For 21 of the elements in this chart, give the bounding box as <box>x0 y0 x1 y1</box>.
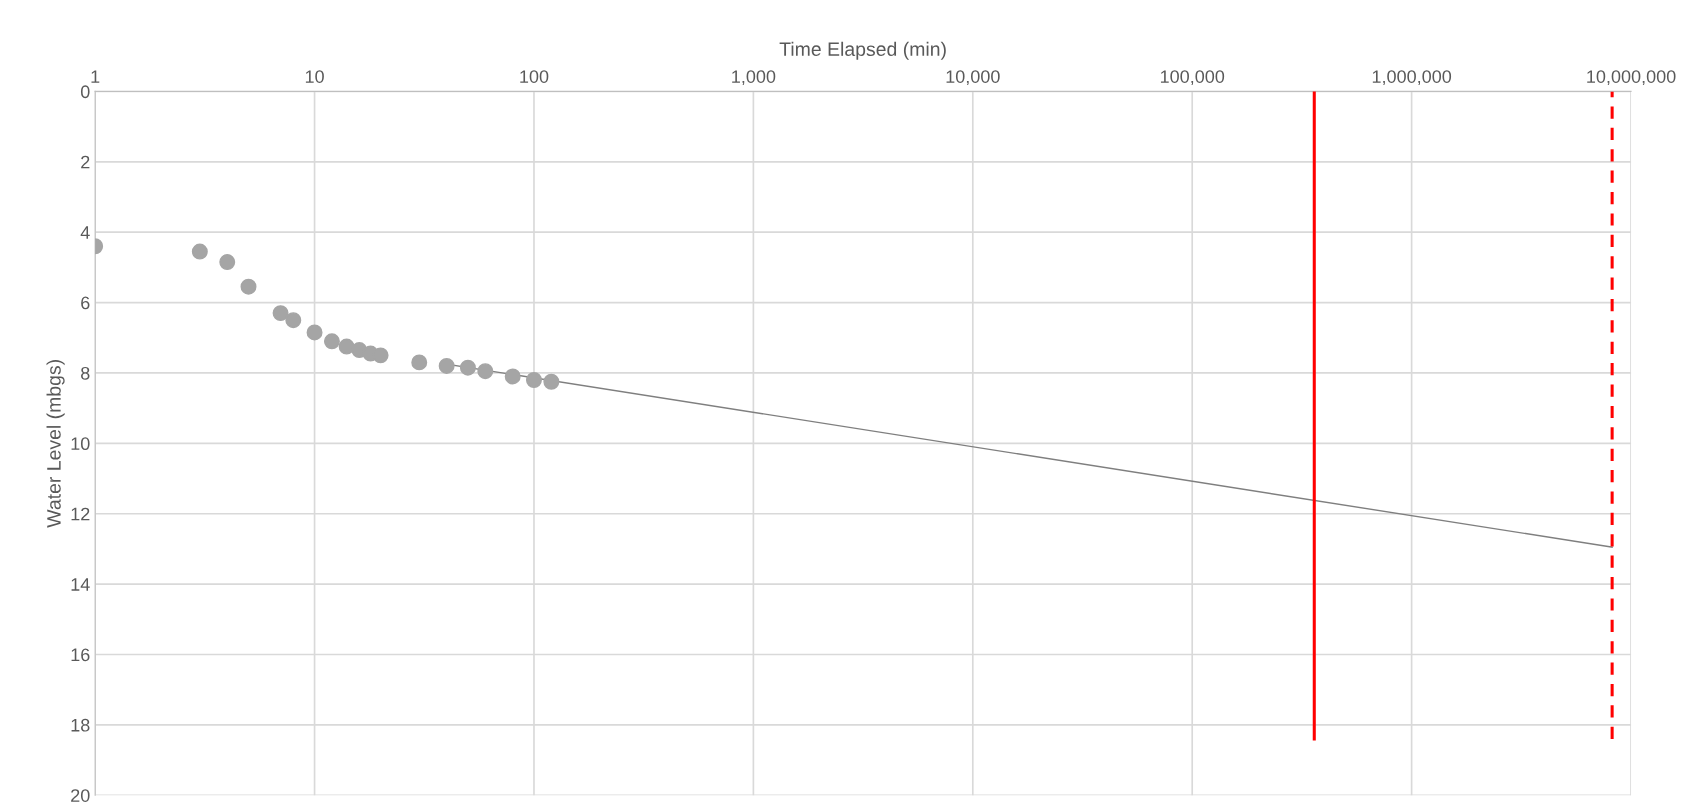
y-tick-label: 2 <box>81 155 90 169</box>
x-axis-title: Time Elapsed (min) <box>779 41 946 60</box>
y-tick-label: 18 <box>71 718 90 732</box>
y-tick-label: 20 <box>71 789 90 802</box>
y-tick-label: 14 <box>71 578 90 591</box>
y-tick-label: 10 <box>71 437 90 451</box>
y-tick-label: 0 <box>80 85 90 99</box>
x-tick-label: 100,000 <box>1160 70 1225 86</box>
x-tick-label: 100 <box>520 70 549 83</box>
x-tick-label: 10 <box>305 70 324 83</box>
y-tick-label: 4 <box>80 226 90 239</box>
y-axis-title: Water Level (mbgs) <box>46 360 65 528</box>
y-tick-label: 16 <box>71 648 90 662</box>
x-tick-label: 10,000,000 <box>1587 70 1676 86</box>
y-tick-label: 8 <box>81 366 90 380</box>
x-tick-label: 10,000 <box>946 70 1000 86</box>
x-tick-label: 1,000 <box>732 70 776 86</box>
x-tick-label: 1 <box>91 70 100 83</box>
x-tick-label: 1,000,000 <box>1372 70 1452 86</box>
y-tick-label: 12 <box>71 507 90 521</box>
y-tick-label: 6 <box>81 296 90 310</box>
